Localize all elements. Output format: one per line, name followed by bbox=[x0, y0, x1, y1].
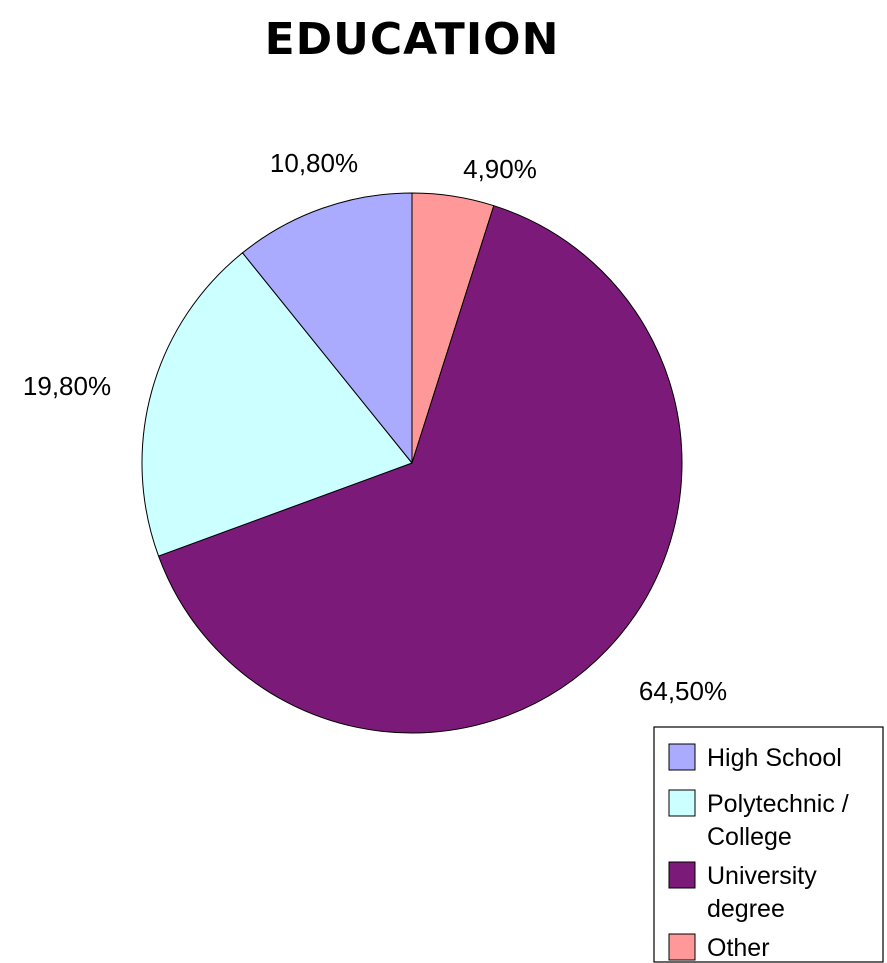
legend-swatch-other bbox=[668, 933, 696, 961]
legend: High School Polytechnic / College Universit… bbox=[653, 726, 884, 963]
legend-swatch-polytechnic-college bbox=[668, 789, 696, 817]
chart-title: EDUCATION bbox=[265, 14, 560, 65]
slice-label-university-degree: 64,50% bbox=[639, 676, 727, 706]
slice-label-polytechnic-college: 19,80% bbox=[23, 371, 111, 401]
slice-label-high-school: 10,80% bbox=[270, 148, 358, 178]
legend-label-polytechnic-college: Polytechnic / College bbox=[707, 790, 849, 851]
pie-slice-polytechnic-college bbox=[141, 252, 413, 557]
pie-slice-university-degree bbox=[158, 205, 683, 734]
legend-items: High School Polytechnic / College Universit… bbox=[668, 743, 849, 962]
pie-slice-high-school bbox=[242, 192, 413, 464]
legend-label-other: Other bbox=[707, 934, 770, 962]
pie-slices bbox=[141, 192, 683, 734]
legend-label-high-school: High School bbox=[707, 744, 842, 772]
slice-labels: 4,90% 64,50% 19,80% 10,80% bbox=[23, 148, 727, 706]
legend-swatch-high-school bbox=[668, 743, 696, 771]
legend-label-university-degree: University degree bbox=[707, 862, 817, 923]
legend-swatch-university-degree bbox=[668, 861, 696, 889]
slice-label-other: 4,90% bbox=[463, 154, 537, 184]
